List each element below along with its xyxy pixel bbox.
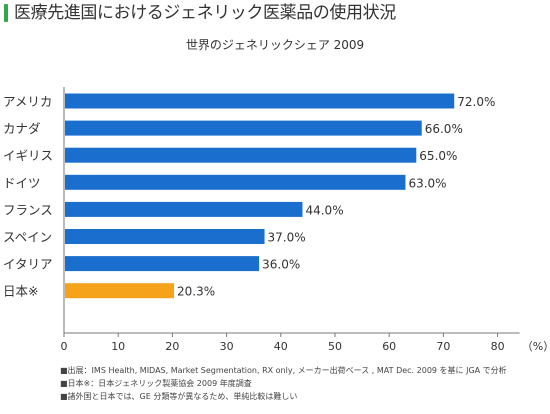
- category-label: イタリア: [3, 257, 53, 272]
- x-tick-label: 20: [165, 340, 179, 353]
- x-tick-label: 40: [274, 340, 288, 353]
- chart-title: 世界のジェネリックシェア 2009: [185, 38, 365, 52]
- bar-value-label: 65.0%: [419, 149, 457, 163]
- category-label: フランス: [3, 202, 53, 217]
- x-tick-label: 0: [61, 340, 68, 353]
- bar: [65, 147, 417, 163]
- bar-value-label: 20.3%: [177, 285, 215, 299]
- bar: [65, 256, 260, 272]
- category-label: 日本※: [3, 284, 38, 299]
- bar: [65, 120, 422, 136]
- x-tick-label: 10: [111, 340, 125, 353]
- x-tick-label: 50: [328, 340, 342, 353]
- bar: [65, 174, 406, 190]
- bar-value-label: 72.0%: [457, 95, 495, 109]
- x-tick-label: 80: [491, 340, 505, 353]
- category-label: カナダ: [3, 121, 41, 136]
- title-accent-bar: [4, 4, 8, 22]
- footnote-comparison: ■諸外国と日本では、GE 分類等が異なるため、単純比較は難しい: [60, 392, 298, 401]
- category-label: スペイン: [3, 230, 52, 245]
- footnote-source: ■出展：IMS Health, MIDAS, Market Segmentati…: [60, 366, 507, 375]
- category-label: イギリス: [3, 148, 53, 163]
- x-axis-unit: （%）: [522, 340, 550, 353]
- bar-value-label: 37.0%: [268, 231, 306, 245]
- category-label: アメリカ: [3, 94, 52, 109]
- bar-value-label: 63.0%: [408, 176, 446, 190]
- bar: [65, 229, 265, 244]
- page-title: 医療先進国におけるジェネリック医薬品の使用状況: [14, 3, 396, 23]
- footnote-japan: ■日本※：日本ジェネリック製薬協会 2009 年度調査: [60, 379, 252, 388]
- bar: [65, 93, 455, 109]
- bar-highlight: [65, 283, 175, 299]
- bar-value-label: 44.0%: [305, 203, 343, 217]
- bar-value-label: 66.0%: [425, 122, 463, 136]
- x-tick-label: 30: [220, 340, 234, 353]
- bar: [65, 201, 303, 217]
- bar-value-label: 36.0%: [262, 258, 300, 272]
- x-tick-label: 60: [382, 340, 396, 353]
- footnotes: ■出展：IMS Health, MIDAS, Market Segmentati…: [60, 364, 548, 403]
- category-label: ドイツ: [3, 175, 41, 190]
- page-header: 医療先進国におけるジェネリック医薬品の使用状況: [4, 2, 396, 24]
- x-tick-label: 70: [436, 340, 450, 353]
